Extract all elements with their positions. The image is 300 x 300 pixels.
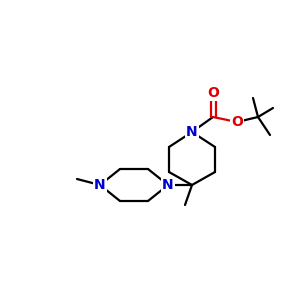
Text: N: N [94,178,106,192]
Text: N: N [162,178,174,192]
Text: O: O [231,115,243,129]
Text: N: N [186,125,198,139]
Text: O: O [207,86,219,100]
